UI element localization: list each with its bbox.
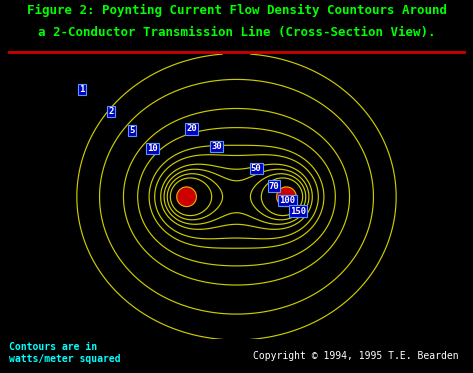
Text: 20: 20 <box>186 125 197 134</box>
Circle shape <box>277 187 296 207</box>
Text: 1: 1 <box>79 85 85 94</box>
Text: a 2-Conductor Transmission Line (Cross-Section View).: a 2-Conductor Transmission Line (Cross-S… <box>38 26 435 39</box>
Text: 100: 100 <box>279 196 296 205</box>
Text: Figure 2: Poynting Current Flow Density Countours Around: Figure 2: Poynting Current Flow Density … <box>26 4 447 18</box>
Text: 70: 70 <box>269 182 280 191</box>
Circle shape <box>177 187 196 207</box>
Text: Copyright © 1994, 1995 T.E. Bearden: Copyright © 1994, 1995 T.E. Bearden <box>253 351 459 361</box>
Text: 10: 10 <box>147 144 158 153</box>
Text: 150: 150 <box>290 207 306 216</box>
Text: 5: 5 <box>130 126 135 135</box>
Text: Contours are in
watts/meter squared: Contours are in watts/meter squared <box>9 342 121 364</box>
Text: 2: 2 <box>108 107 114 116</box>
Text: 50: 50 <box>251 164 262 173</box>
Text: 30: 30 <box>211 142 222 151</box>
